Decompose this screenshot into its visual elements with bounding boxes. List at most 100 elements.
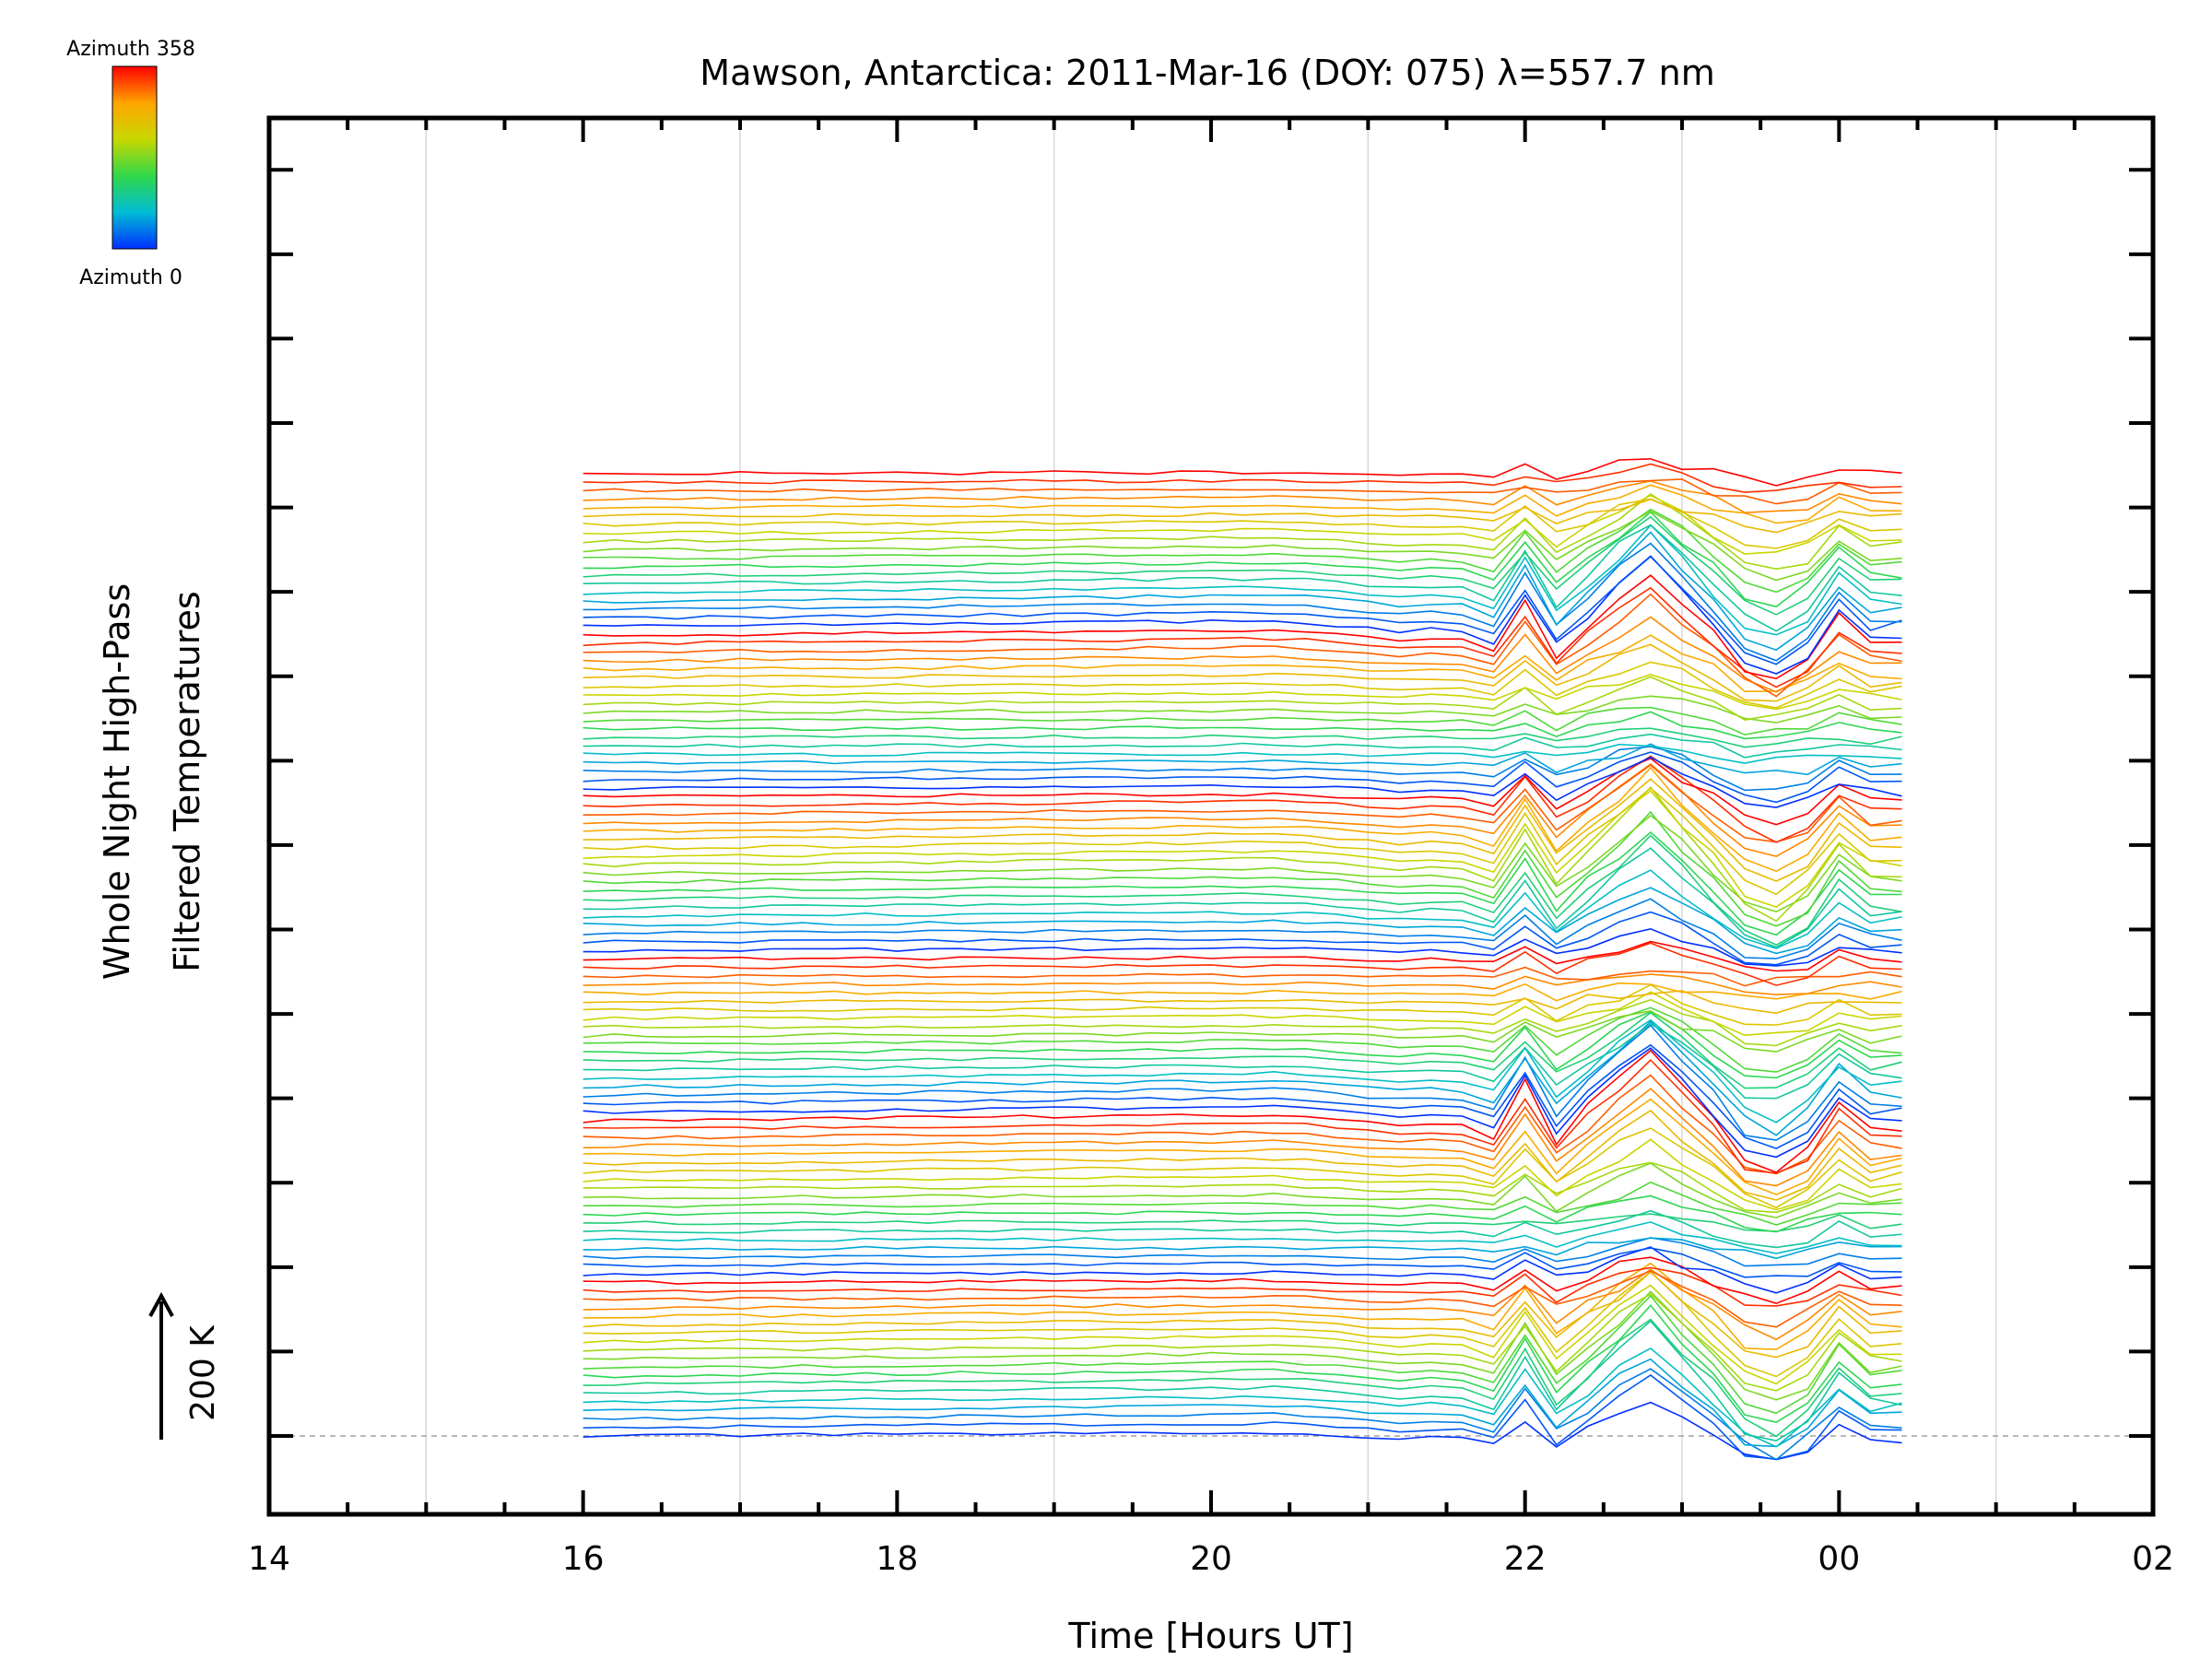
temperature-trace (582, 787, 1902, 896)
temperature-trace (582, 991, 1902, 1037)
temperature-trace (582, 973, 1902, 995)
temperature-trace (582, 1320, 1902, 1442)
temperature-trace (582, 1006, 1902, 1073)
temperature-trace (582, 1318, 1902, 1438)
temperature-trace (582, 511, 1902, 608)
temperature-trace (582, 1401, 1902, 1461)
temperature-trace (582, 1009, 1902, 1053)
temperature-trace (582, 524, 1902, 636)
temperature-trace (582, 869, 1902, 949)
temperature-trace (582, 510, 1902, 582)
temperature-trace (582, 1374, 1902, 1461)
temperature-trace (582, 661, 1902, 709)
temperature-trace (582, 847, 1902, 948)
temperature-trace (582, 727, 1902, 748)
temperature-trace (582, 643, 1902, 702)
temperature-trace (582, 1194, 1902, 1233)
temperature-trace (582, 1018, 1902, 1124)
temperature-trace (582, 1161, 1902, 1214)
temperature-trace (582, 778, 1902, 882)
temperature-trace (582, 1058, 1902, 1174)
temperature-trace (582, 733, 1902, 759)
scale-arrow (148, 1291, 174, 1440)
temperature-trace (582, 706, 1902, 736)
temperature-trace (582, 1213, 1902, 1232)
temperature-trace (582, 1074, 1902, 1175)
temperature-trace (582, 1209, 1902, 1249)
temperature-trace (582, 531, 1902, 652)
temperature-trace (582, 586, 1902, 688)
temperature-trace (582, 1256, 1902, 1305)
temperature-trace (582, 1011, 1902, 1089)
temperature-trace (582, 756, 1902, 808)
temperature-trace (582, 755, 1902, 843)
temperature-trace (582, 1358, 1902, 1448)
chart-title: Mawson, Antarctica: 2011-Mar-16 (DOY: 07… (700, 53, 1714, 93)
temperature-trace (582, 1294, 1902, 1415)
temperature-trace (582, 524, 1902, 632)
temperature-trace (582, 542, 1902, 662)
x-tick-label: 14 (248, 1540, 290, 1578)
temperature-trace (582, 1293, 1902, 1392)
scale-label: 200 K (184, 1324, 222, 1421)
temperature-trace (582, 1247, 1902, 1278)
temperature-trace (582, 942, 1902, 986)
temperature-trace (582, 695, 1902, 724)
temperature-trace (582, 1024, 1902, 1141)
temperature-trace (582, 508, 1902, 594)
temperature-trace (582, 1181, 1902, 1226)
temperature-trace (582, 757, 1902, 826)
temperature-trace (582, 494, 1902, 555)
temperature-trace (582, 1246, 1902, 1294)
x-tick-label: 18 (876, 1540, 918, 1578)
x-axis-label: Time [Hours UT] (1067, 1616, 1353, 1656)
temperature-trace (582, 1266, 1902, 1307)
temperature-trace (582, 990, 1902, 1015)
temperature-trace (582, 1088, 1902, 1187)
temperature-trace (582, 743, 1902, 764)
temperature-trace (582, 1098, 1902, 1195)
colorbar (112, 65, 158, 250)
temperature-trace (582, 1020, 1902, 1136)
temperature-trace (582, 834, 1902, 947)
temperature-trace (582, 1268, 1902, 1341)
temperature-trace (582, 1237, 1902, 1260)
temperature-trace (582, 814, 1902, 913)
temperature-trace (582, 1022, 1902, 1100)
temperature-trace (582, 940, 1902, 972)
temperature-trace (582, 751, 1902, 804)
temperature-trace (582, 911, 1902, 966)
temperature-trace (582, 555, 1902, 665)
temperature-trace (582, 927, 1902, 967)
temperature-trace (582, 1127, 1902, 1209)
temperature-trace (582, 515, 1902, 616)
temperature-trace (582, 1043, 1902, 1149)
temperature-trace (582, 830, 1902, 936)
temperature-trace (582, 998, 1902, 1047)
temperature-trace (582, 1237, 1902, 1267)
temperature-trace (582, 983, 1902, 1026)
temperature-trace (582, 555, 1902, 675)
temperature-trace (582, 463, 1902, 493)
x-tick-label: 02 (2132, 1540, 2174, 1578)
x-tick-label: 20 (1190, 1540, 1232, 1578)
temperature-trace (582, 634, 1902, 693)
temperature-traces (582, 458, 1902, 1461)
y-axis-label-line1: Whole Night High-Pass (97, 583, 137, 980)
temperature-trace (582, 1221, 1902, 1254)
temperature-trace (582, 574, 1902, 680)
temperature-trace (582, 1162, 1902, 1218)
colorbar-top-label: Azimuth 358 (66, 38, 195, 61)
temperature-trace (582, 1270, 1902, 1359)
temperature-trace (582, 593, 1902, 698)
y-axis-label-line2: Filtered Temperatures (167, 591, 207, 971)
temperature-trace (582, 1047, 1902, 1159)
axis-ticks (267, 118, 2155, 1514)
temperature-trace (582, 480, 1902, 514)
temperature-trace (582, 790, 1902, 908)
temperature-trace (582, 810, 1902, 927)
temperature-trace (582, 493, 1902, 571)
x-tick-labels: 14 16 18 20 22 00 02 (248, 1540, 2174, 1578)
temperature-trace (582, 1304, 1902, 1424)
